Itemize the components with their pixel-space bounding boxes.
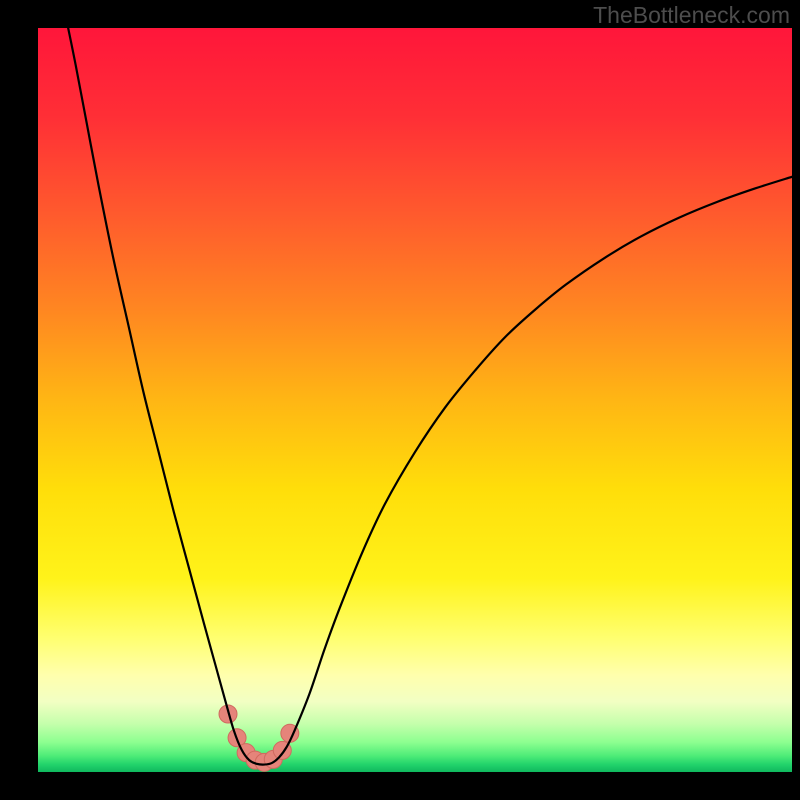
watermark-label: TheBottleneck.com (593, 2, 790, 29)
plot-area (38, 28, 792, 772)
heatmap-gradient (38, 28, 792, 772)
